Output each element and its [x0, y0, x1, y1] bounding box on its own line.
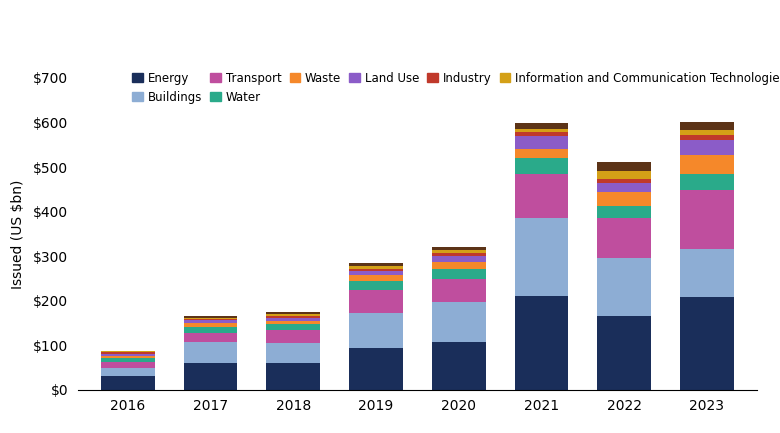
- Bar: [183, 333, 237, 342]
- Bar: [101, 362, 154, 368]
- Bar: [432, 342, 486, 390]
- Bar: [597, 191, 651, 206]
- Bar: [597, 206, 651, 218]
- Bar: [349, 291, 402, 313]
- Bar: [349, 281, 402, 291]
- Bar: [349, 271, 402, 275]
- Bar: [432, 247, 486, 250]
- Y-axis label: Issued (US $bn): Issued (US $bn): [11, 179, 25, 288]
- Bar: [597, 180, 651, 183]
- Bar: [349, 268, 402, 271]
- Bar: [266, 314, 320, 316]
- Bar: [432, 262, 486, 269]
- Bar: [597, 218, 651, 259]
- Bar: [515, 296, 569, 390]
- Bar: [183, 363, 237, 390]
- Bar: [680, 140, 734, 155]
- Bar: [266, 330, 320, 343]
- Bar: [432, 250, 486, 252]
- Bar: [515, 149, 569, 158]
- Bar: [432, 269, 486, 279]
- Bar: [432, 302, 486, 342]
- Bar: [101, 368, 154, 376]
- Bar: [101, 358, 154, 362]
- Bar: [101, 354, 154, 356]
- Bar: [183, 317, 237, 319]
- Bar: [266, 363, 320, 390]
- Bar: [680, 249, 734, 297]
- Bar: [680, 190, 734, 249]
- Bar: [680, 136, 734, 140]
- Bar: [597, 162, 651, 171]
- Bar: [597, 259, 651, 316]
- Bar: [515, 218, 569, 296]
- Bar: [183, 327, 237, 333]
- Bar: [515, 123, 569, 129]
- Bar: [597, 171, 651, 180]
- Bar: [101, 352, 154, 354]
- Bar: [349, 275, 402, 281]
- Bar: [515, 129, 569, 132]
- Bar: [680, 174, 734, 190]
- Bar: [432, 279, 486, 302]
- Bar: [101, 376, 154, 390]
- Bar: [266, 321, 320, 324]
- Bar: [597, 183, 651, 191]
- Bar: [349, 348, 402, 390]
- Bar: [183, 319, 237, 320]
- Bar: [515, 136, 569, 149]
- Bar: [183, 320, 237, 323]
- Bar: [515, 174, 569, 218]
- Bar: [515, 132, 569, 136]
- Bar: [101, 356, 154, 358]
- Bar: [349, 266, 402, 268]
- Bar: [183, 323, 237, 327]
- Bar: [266, 312, 320, 314]
- Bar: [266, 317, 320, 321]
- Bar: [680, 297, 734, 390]
- Bar: [266, 316, 320, 317]
- Bar: [680, 130, 734, 136]
- Bar: [183, 342, 237, 363]
- Bar: [101, 350, 154, 352]
- Bar: [349, 263, 402, 266]
- Bar: [680, 122, 734, 130]
- Bar: [597, 316, 651, 390]
- Bar: [680, 155, 734, 174]
- Bar: [266, 324, 320, 330]
- Legend: Energy, Buildings, Transport, Water, Waste, Land Use, Industry, Information and : Energy, Buildings, Transport, Water, Was…: [133, 72, 780, 103]
- Bar: [183, 316, 237, 317]
- Bar: [432, 252, 486, 255]
- Bar: [349, 313, 402, 348]
- Bar: [266, 343, 320, 363]
- Bar: [515, 158, 569, 174]
- Bar: [432, 255, 486, 262]
